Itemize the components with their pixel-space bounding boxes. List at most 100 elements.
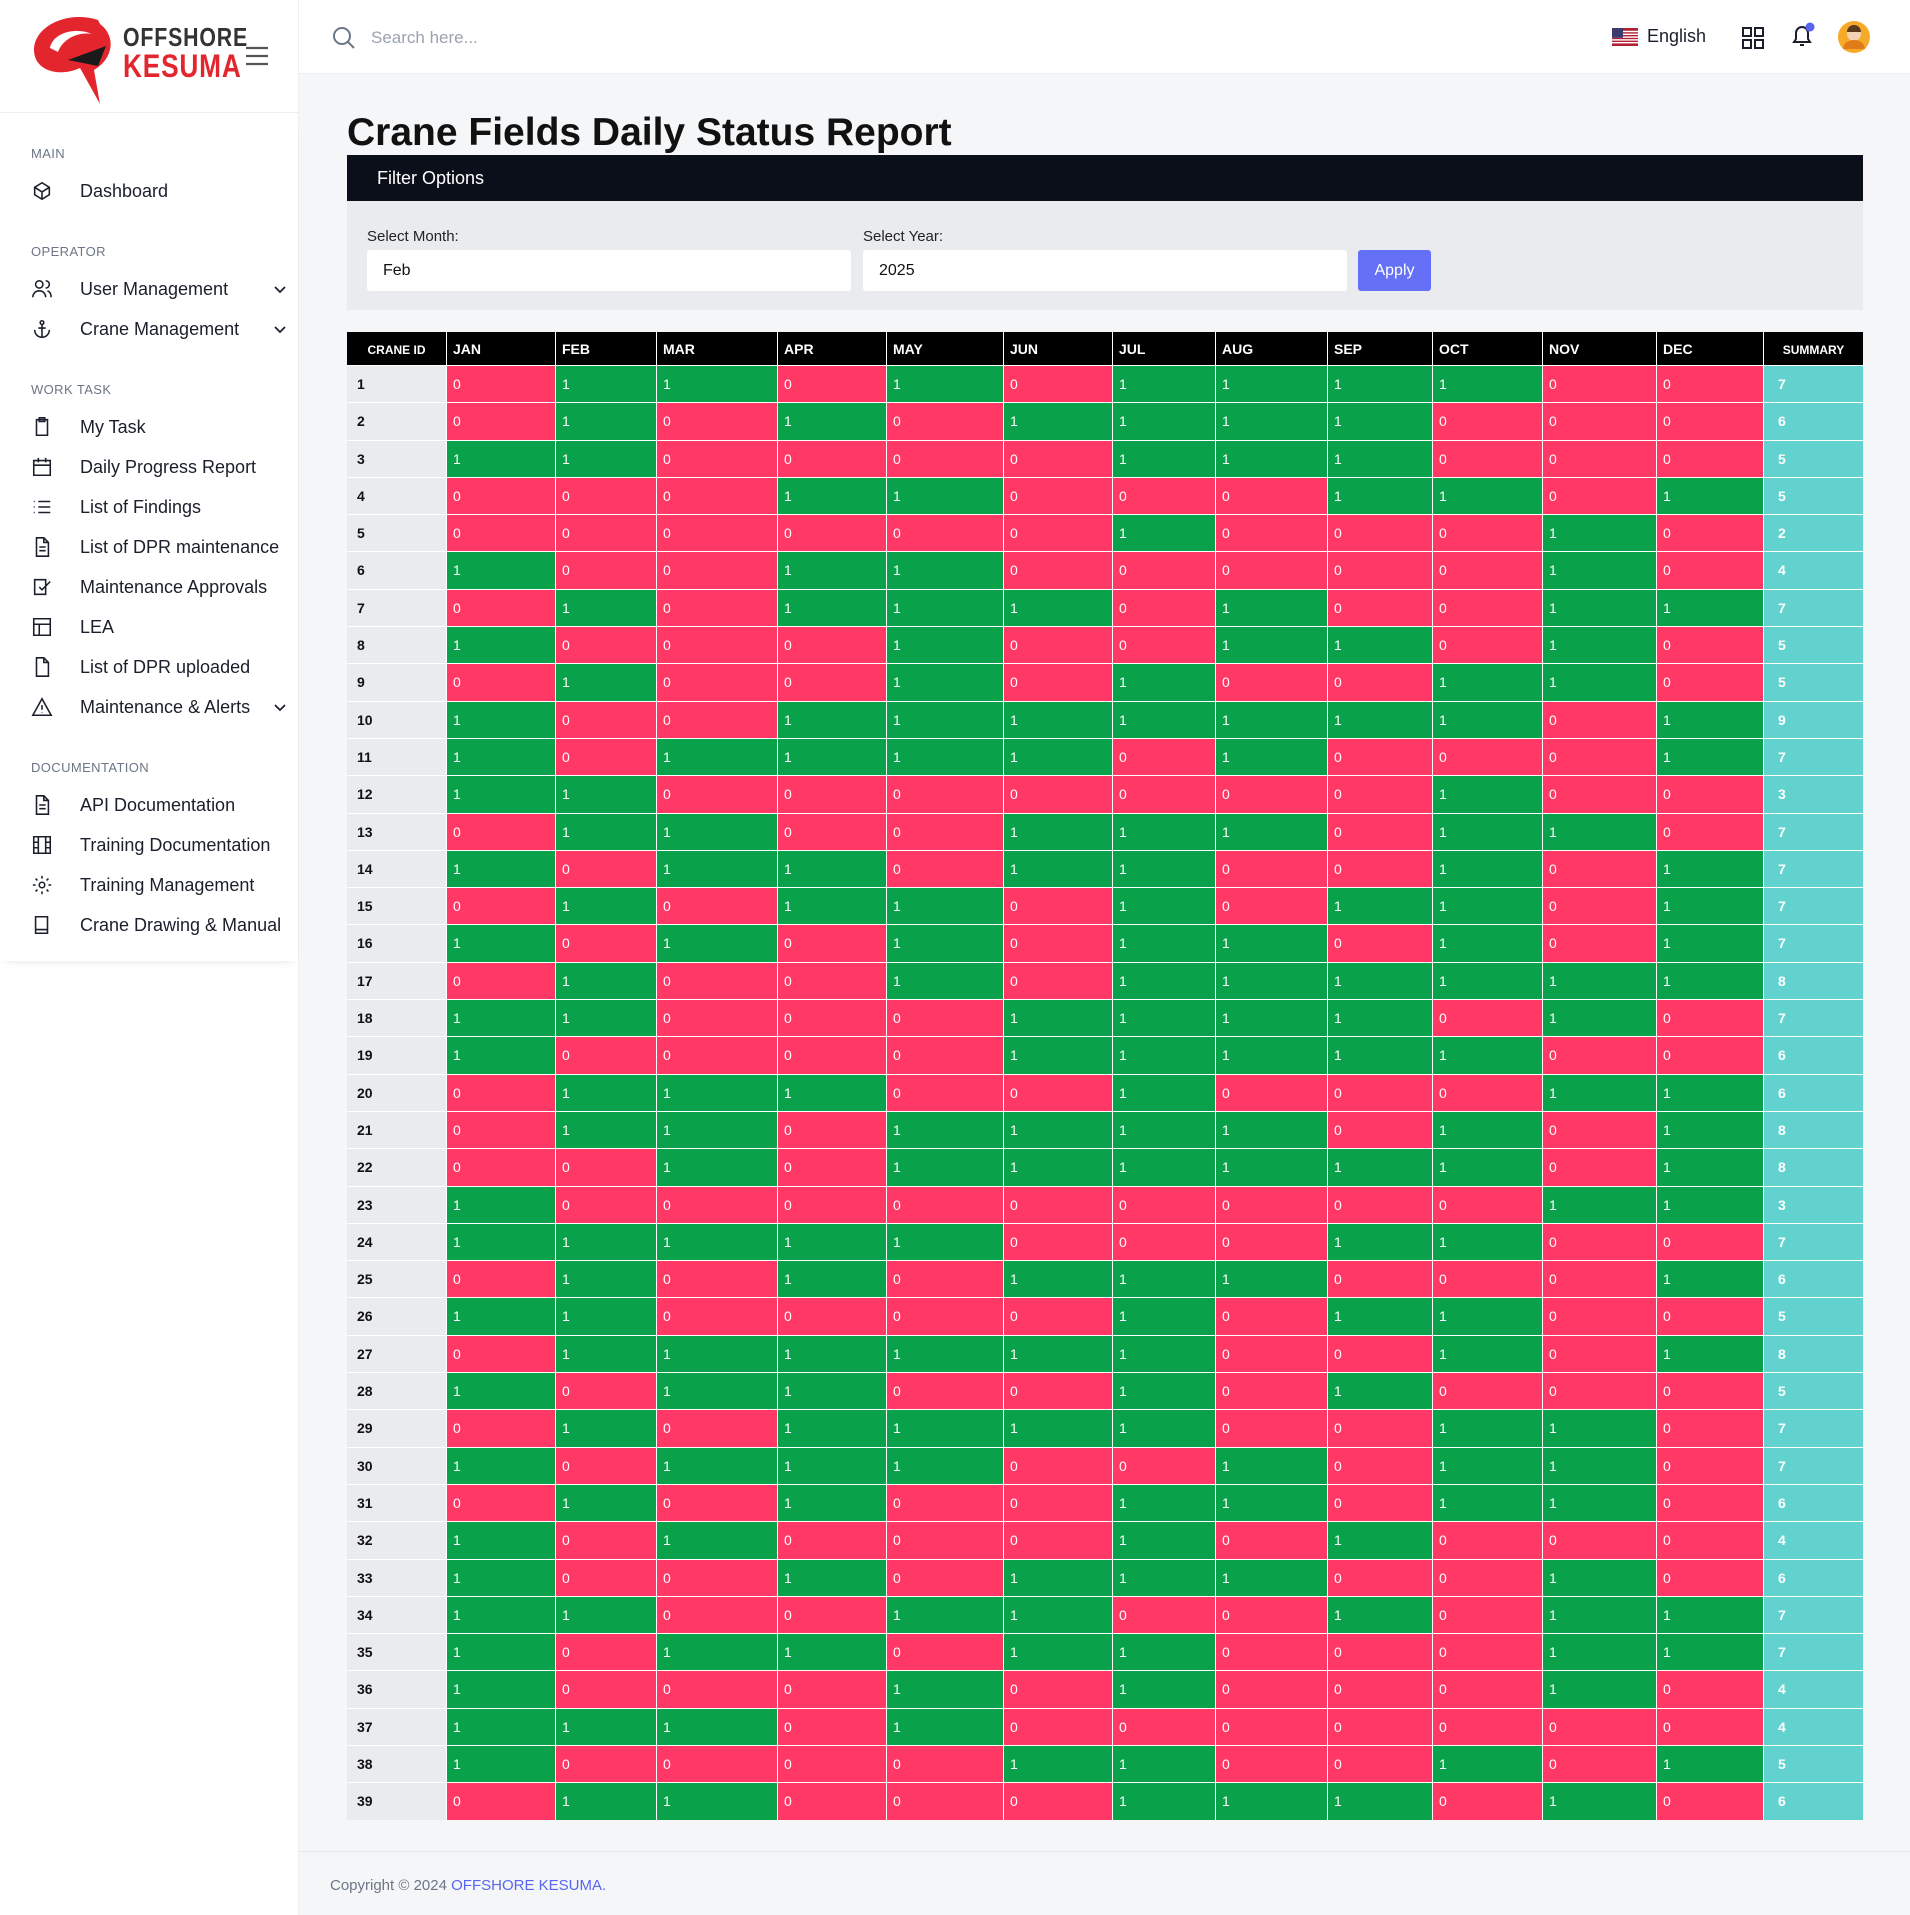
- status-cell: 1: [447, 1447, 555, 1484]
- status-cell: 0: [1004, 515, 1112, 552]
- nav: MAIN Dashboard OPERATOR User Management Cran…: [0, 113, 298, 961]
- nav-icon: [35, 417, 49, 437]
- status-cell: 1: [1657, 589, 1763, 627]
- avatar[interactable]: [1838, 21, 1870, 53]
- status-cell: 1: [1216, 738, 1327, 776]
- status-cell: 1: [1004, 1596, 1112, 1634]
- status-cell: 0: [1004, 366, 1112, 403]
- header-cell: FEB: [556, 332, 656, 365]
- status-cell: 0: [556, 1186, 656, 1223]
- status-cell: 1: [1113, 1149, 1215, 1186]
- status-cell: 1: [1328, 1149, 1432, 1186]
- menu-toggle[interactable]: [244, 45, 270, 67]
- month-select[interactable]: Feb: [367, 250, 851, 291]
- status-cell: 1: [1328, 1783, 1432, 1820]
- status-cell: 0: [1216, 1074, 1327, 1111]
- nav-item[interactable]: Training Management: [31, 865, 298, 905]
- crane-id: 36: [347, 1671, 446, 1708]
- status-cell: 1: [1113, 515, 1215, 552]
- status-cell: 0: [887, 1373, 1003, 1410]
- status-cell: 1: [1216, 1261, 1327, 1298]
- nav-item[interactable]: Crane Management: [31, 309, 298, 349]
- status-cell: 1: [1543, 1484, 1656, 1522]
- status-cell: 1: [447, 1522, 555, 1559]
- status-cell: 0: [1543, 701, 1656, 738]
- status-cell: 1: [1113, 888, 1215, 925]
- notification-icon[interactable]: [1789, 22, 1817, 50]
- status-cell: 0: [556, 1634, 656, 1671]
- status-cell: 0: [778, 1708, 886, 1745]
- status-cell: 0: [657, 403, 777, 440]
- nav-item[interactable]: List of DPR maintenance: [31, 527, 298, 567]
- footer-link[interactable]: OFFSHORE KESUMA.: [451, 1877, 607, 1894]
- status-cell: 1: [778, 477, 886, 515]
- summary-cell: 5: [1764, 664, 1863, 701]
- status-cell: 1: [887, 477, 1003, 515]
- chevron: [274, 704, 286, 712]
- status-cell: 0: [1004, 1708, 1112, 1745]
- crane-id: 5: [347, 515, 446, 552]
- nav-item[interactable]: LEA: [31, 607, 298, 647]
- logo[interactable]: OFFSHORE KESUMA: [0, 0, 298, 113]
- nav-item[interactable]: Crane Drawing & Manual: [31, 905, 298, 945]
- crane-id: 32: [347, 1522, 446, 1559]
- status-cell: 1: [1328, 1298, 1432, 1335]
- status-cell: 0: [657, 1484, 777, 1522]
- status-cell: 1: [778, 1223, 886, 1261]
- status-cell: 0: [1433, 1783, 1542, 1820]
- status-cell: 1: [447, 701, 555, 738]
- status-cell: 1: [1433, 1745, 1542, 1783]
- nav-item[interactable]: Maintenance Approvals: [31, 567, 298, 607]
- year-label: Select Year:: [863, 228, 944, 245]
- status-cell: 0: [1543, 1223, 1656, 1261]
- apply-button[interactable]: Apply: [1358, 250, 1431, 291]
- status-cell: 0: [1657, 813, 1763, 850]
- status-cell: 1: [1543, 1186, 1656, 1223]
- nav-icon: [35, 657, 50, 677]
- status-cell: 1: [1113, 1111, 1215, 1149]
- nav-item[interactable]: Training Documentation: [31, 825, 298, 865]
- status-cell: 0: [1328, 1074, 1432, 1111]
- status-cell: 0: [1004, 664, 1112, 701]
- summary-cell: 7: [1764, 1634, 1863, 1671]
- summary-cell: 5: [1764, 1298, 1863, 1335]
- nav-item[interactable]: Maintenance & Alerts: [31, 687, 298, 727]
- apps-icon[interactable]: [1741, 26, 1765, 50]
- status-cell: 0: [556, 1559, 656, 1596]
- status-cell: 1: [1657, 1596, 1763, 1634]
- year-select[interactable]: 2025: [863, 250, 1347, 291]
- nav-item[interactable]: My Task: [31, 407, 298, 447]
- nav-item[interactable]: List of Findings: [31, 487, 298, 527]
- status-cell: 1: [1328, 888, 1432, 925]
- status-cell: 1: [556, 1335, 656, 1373]
- status-cell: 1: [1113, 1037, 1215, 1074]
- status-cell: 1: [447, 1373, 555, 1410]
- status-cell: 1: [1004, 1335, 1112, 1373]
- status-cell: 0: [1657, 1522, 1763, 1559]
- status-cell: 0: [1216, 1596, 1327, 1634]
- status-cell: 0: [1004, 1484, 1112, 1522]
- status-cell: 1: [1657, 1335, 1763, 1373]
- status-cell: 1: [1004, 701, 1112, 738]
- status-cell: 0: [447, 589, 555, 627]
- status-cell: 0: [1433, 1596, 1542, 1634]
- nav-item[interactable]: Daily Progress Report: [31, 447, 298, 487]
- status-cell: 1: [887, 664, 1003, 701]
- nav-item[interactable]: User Management: [31, 269, 298, 309]
- nav-item[interactable]: Dashboard: [31, 171, 298, 211]
- status-cell: 1: [657, 1783, 777, 1820]
- nav-icon: [32, 457, 52, 477]
- status-cell: 0: [556, 552, 656, 589]
- status-cell: 0: [778, 664, 886, 701]
- status-cell: 0: [556, 1373, 656, 1410]
- search-input[interactable]: Search here...: [371, 28, 478, 47]
- summary-cell: 4: [1764, 552, 1863, 589]
- status-cell: 1: [1216, 1000, 1327, 1037]
- status-cell: 1: [778, 1074, 886, 1111]
- status-cell: 0: [447, 1484, 555, 1522]
- nav-item[interactable]: List of DPR uploaded: [31, 647, 298, 687]
- nav-item[interactable]: API Documentation: [31, 785, 298, 825]
- status-cell: 0: [1543, 403, 1656, 440]
- language[interactable]: English: [1647, 26, 1707, 46]
